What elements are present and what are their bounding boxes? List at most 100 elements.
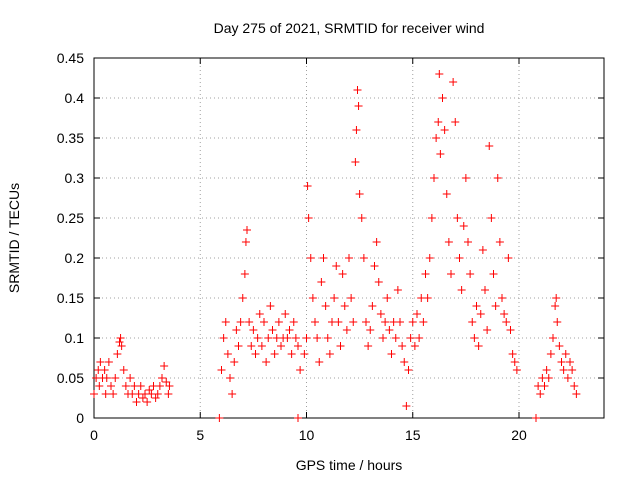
data-point <box>302 334 311 342</box>
data-point <box>119 366 128 374</box>
data-point <box>277 342 285 350</box>
data-point <box>260 318 268 326</box>
data-point <box>402 402 411 410</box>
data-point <box>102 374 111 382</box>
data-point <box>143 398 152 406</box>
data-point <box>489 270 498 278</box>
y-tick-label: 0 <box>76 410 84 426</box>
data-point <box>160 362 169 370</box>
data-point <box>234 342 243 350</box>
data-point <box>226 374 234 382</box>
data-point <box>406 334 415 342</box>
y-tick-label: 0.2 <box>65 250 85 266</box>
data-points <box>90 70 581 422</box>
data-point <box>136 382 145 390</box>
data-point <box>544 374 553 382</box>
data-point <box>158 374 166 382</box>
data-point <box>485 142 494 150</box>
data-point <box>374 278 383 286</box>
data-point <box>317 278 326 286</box>
data-point <box>355 190 364 198</box>
data-point <box>249 326 258 334</box>
data-point <box>359 254 368 262</box>
data-point <box>352 126 361 134</box>
data-point <box>440 126 449 134</box>
data-point <box>287 350 296 358</box>
data-point <box>493 174 502 182</box>
data-point <box>357 214 366 222</box>
data-point <box>296 366 305 374</box>
data-point <box>232 326 241 334</box>
data-point <box>132 398 141 406</box>
data-point <box>557 358 566 366</box>
data-point <box>285 326 294 334</box>
data-point <box>555 342 564 350</box>
data-point <box>230 358 239 366</box>
data-point <box>115 338 124 346</box>
data-point <box>281 310 290 318</box>
data-point <box>474 342 483 350</box>
data-point <box>453 214 462 222</box>
data-point <box>372 238 381 246</box>
data-point <box>444 238 453 246</box>
data-point <box>306 254 315 262</box>
data-point <box>364 342 373 350</box>
data-point <box>438 94 447 102</box>
data-point <box>421 270 430 278</box>
x-tick-label: 0 <box>90 427 98 443</box>
data-point <box>502 318 511 326</box>
data-point <box>107 382 115 390</box>
data-point <box>410 342 419 350</box>
data-point <box>383 294 392 302</box>
data-point <box>164 390 173 398</box>
data-point <box>336 342 345 350</box>
data-point <box>221 318 230 326</box>
data-point <box>338 270 347 278</box>
data-point <box>436 150 445 158</box>
x-tick-label: 5 <box>196 427 204 443</box>
data-point <box>508 350 517 358</box>
data-point <box>253 334 262 342</box>
data-point <box>96 358 105 366</box>
x-tick-label: 10 <box>299 427 315 443</box>
data-point <box>366 326 375 334</box>
y-tick-label: 0.4 <box>65 90 85 106</box>
data-point <box>109 390 118 398</box>
data-point <box>468 318 477 326</box>
data-point <box>434 118 443 126</box>
data-point <box>217 366 226 374</box>
grid-lines <box>94 58 604 418</box>
data-point <box>345 254 353 262</box>
data-point <box>368 302 377 310</box>
data-point <box>552 294 561 302</box>
data-point <box>500 310 509 318</box>
data-point <box>347 294 356 302</box>
data-point <box>101 390 110 398</box>
data-point <box>104 358 113 366</box>
data-point <box>215 414 224 422</box>
data-point <box>464 238 472 246</box>
data-point <box>481 286 489 294</box>
data-point <box>313 334 322 342</box>
data-point <box>404 366 413 374</box>
data-point <box>476 310 485 318</box>
plot-frame <box>93 57 605 419</box>
data-point <box>349 318 358 326</box>
data-point <box>228 390 237 398</box>
data-point <box>400 358 409 366</box>
data-point <box>330 294 339 302</box>
data-point <box>116 334 125 342</box>
data-point <box>121 382 130 390</box>
data-point <box>303 182 312 190</box>
data-point <box>393 286 402 294</box>
data-point <box>472 302 481 310</box>
data-point <box>266 302 275 310</box>
data-point <box>353 86 362 94</box>
data-point <box>427 214 436 222</box>
data-point <box>432 134 441 142</box>
y-axis-label: SRMTID / TECUs <box>6 183 22 293</box>
data-point <box>549 334 557 342</box>
data-point <box>447 270 455 278</box>
y-tick-label: 0.25 <box>57 210 84 226</box>
